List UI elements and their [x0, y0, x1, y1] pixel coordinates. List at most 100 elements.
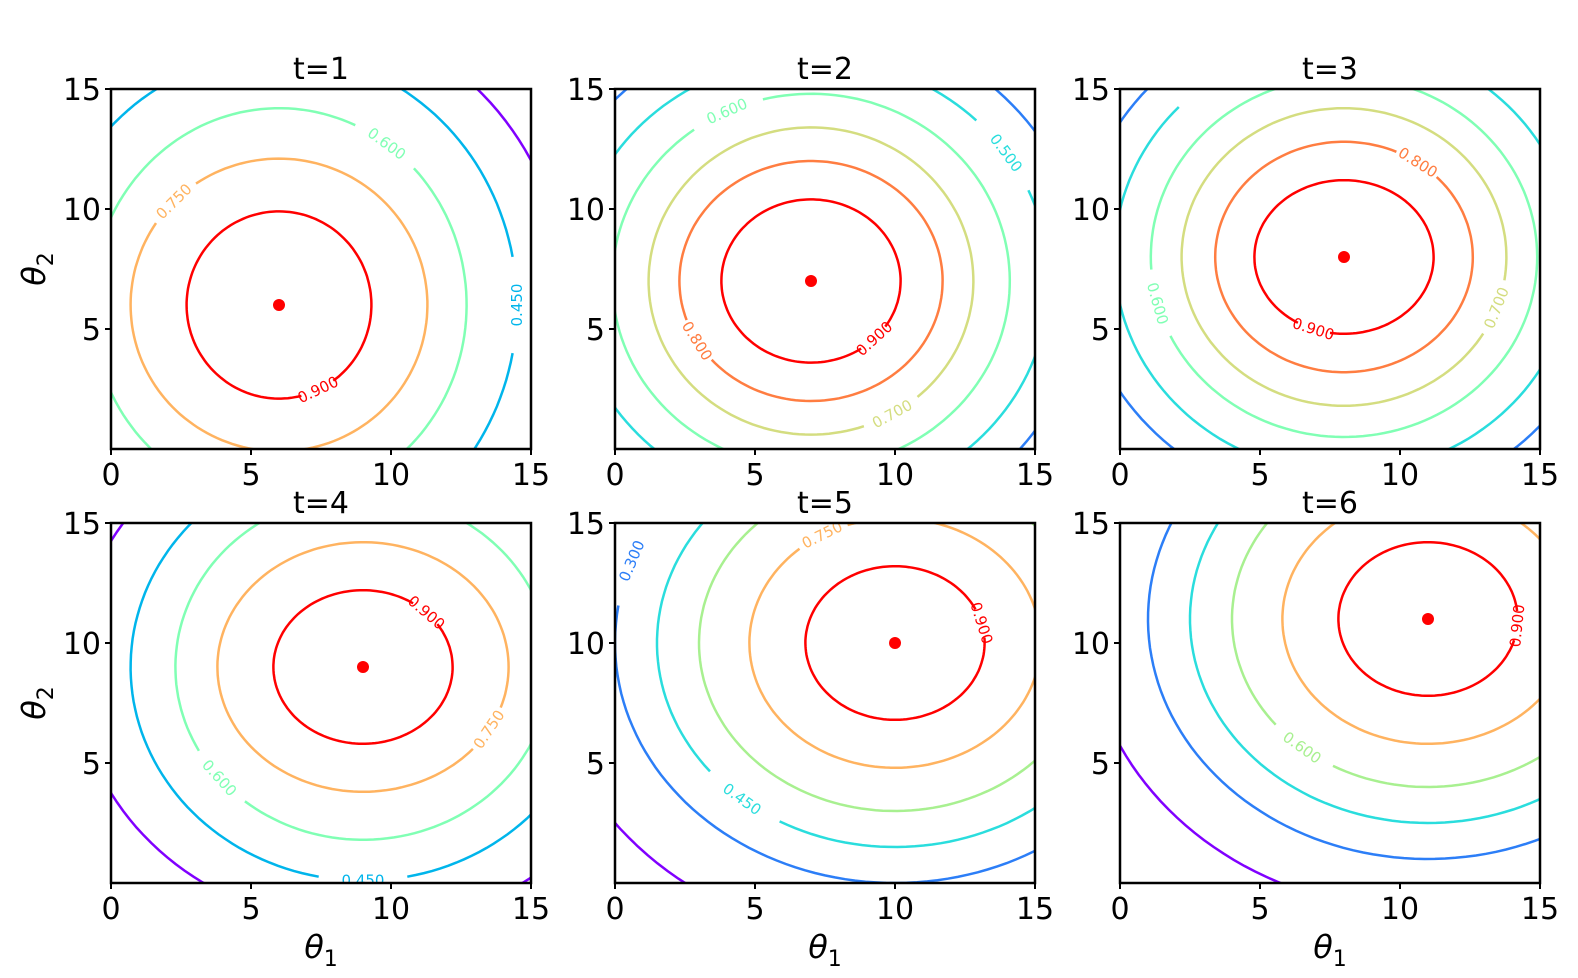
- x-tick-label: 10: [876, 458, 914, 493]
- y-tick-label: 10: [63, 193, 101, 228]
- subplot-title: t=2: [797, 52, 853, 87]
- subplot-title: t=3: [1302, 52, 1358, 87]
- x-tick-label: 5: [241, 892, 260, 927]
- y-tick-label: 5: [586, 313, 605, 348]
- x-axis-title: θ1: [808, 928, 842, 972]
- x-tick-label: 5: [745, 458, 764, 493]
- axes-frame: [109, 87, 533, 451]
- subplot-title: t=5: [797, 486, 853, 521]
- contour-line-0.9: [1337, 540, 1519, 698]
- x-tick-label: 0: [1110, 458, 1129, 493]
- peak-marker: [889, 637, 901, 649]
- peak-marker: [357, 661, 369, 673]
- peak-marker: [273, 299, 285, 311]
- contour-label: 0.900: [852, 318, 896, 360]
- contour-label: 0.900: [404, 592, 448, 634]
- contour-line-0.9: [272, 588, 454, 746]
- contour-line-0.3: [615, 605, 1035, 883]
- y-tick-label: 15: [1072, 73, 1110, 108]
- contour-line-0.6: [174, 523, 531, 842]
- contour-line-0.15: [1120, 743, 1284, 883]
- contour-line-0.6: [1149, 89, 1539, 439]
- contour-label: 0.800: [1395, 144, 1441, 182]
- x-tick-label: 10: [372, 458, 410, 493]
- contour-line-0.75: [216, 540, 510, 794]
- subplot-title: t=6: [1302, 486, 1358, 521]
- contour-line-0.3: [1146, 523, 1540, 861]
- subplot-title: t=4: [293, 486, 349, 521]
- y-tick-label: 5: [82, 747, 101, 782]
- y-tick-label: 15: [63, 73, 101, 108]
- contour-label: 0.900: [1506, 603, 1528, 648]
- contour-label: 0.800: [678, 318, 716, 364]
- contour-label: 0.750: [470, 707, 509, 753]
- x-tick-label: 0: [605, 458, 624, 493]
- contour-line-0.7: [647, 126, 975, 436]
- x-tick-label: 5: [1250, 892, 1269, 927]
- axes-frame: [109, 521, 533, 885]
- contour-line-0.8: [678, 159, 944, 403]
- subplot-6: 0.9000.7500.6000.4500.3000.1500510155101…: [1072, 486, 1559, 972]
- contour-label: 0.700: [869, 396, 915, 432]
- x-tick-label: 15: [1016, 458, 1054, 493]
- y-tick-label: 10: [1072, 193, 1110, 228]
- x-tick-label: 0: [1110, 892, 1129, 927]
- y-axis-title: θ2: [15, 252, 59, 286]
- contour-label: 0.750: [152, 180, 195, 223]
- x-tick-label: 0: [101, 458, 120, 493]
- axes-frame: [1118, 521, 1542, 885]
- x-tick-label: 10: [876, 892, 914, 927]
- x-tick-label: 15: [512, 458, 550, 493]
- contour-label: 0.600: [1143, 280, 1172, 326]
- contour-line-0.75: [129, 157, 429, 449]
- x-tick-label: 15: [512, 892, 550, 927]
- contour-label: 0.900: [1290, 314, 1336, 344]
- contour-label: 0.600: [1279, 728, 1324, 768]
- peak-marker: [1338, 251, 1350, 263]
- contour-label: 0.500: [986, 130, 1026, 175]
- y-tick-label: 5: [82, 313, 101, 348]
- contour-line-0.6: [111, 106, 468, 449]
- y-tick-label: 5: [1091, 747, 1110, 782]
- axes-frame: [613, 521, 1037, 885]
- x-tick-label: 5: [745, 892, 764, 927]
- y-tick-label: 15: [567, 73, 605, 108]
- contour-label: 0.900: [295, 372, 342, 407]
- contour-line-0.6: [615, 92, 1012, 449]
- contour-line-0.8: [1213, 140, 1475, 374]
- y-tick-label: 5: [1091, 313, 1110, 348]
- y-tick-label: 10: [1072, 627, 1110, 662]
- contour-label: 0.450: [719, 779, 764, 819]
- y-tick-label: 15: [567, 507, 605, 542]
- y-tick-label: 15: [63, 507, 101, 542]
- y-tick-label: 5: [586, 747, 605, 782]
- y-axis-title: θ2: [15, 686, 59, 720]
- contour-line-0.6: [1230, 523, 1540, 789]
- x-tick-label: 15: [1016, 892, 1054, 927]
- contour-line-0.6: [697, 523, 1035, 813]
- x-tick-label: 10: [1381, 892, 1419, 927]
- contour-label: 0.600: [198, 756, 240, 800]
- contour-line-0.9: [1253, 178, 1435, 336]
- contour-line-0.45: [655, 523, 1035, 849]
- subplot-title: t=1: [293, 52, 349, 87]
- contour-line-0.45: [1188, 523, 1540, 825]
- x-tick-label: 10: [372, 892, 410, 927]
- x-axis-title: θ1: [1313, 928, 1347, 972]
- y-tick-label: 10: [567, 193, 605, 228]
- contour-line-0.9: [185, 210, 373, 400]
- x-tick-label: 5: [1250, 458, 1269, 493]
- x-tick-label: 0: [605, 892, 624, 927]
- contour-label: 0.300: [615, 538, 648, 585]
- contour-line-0.9: [720, 198, 902, 364]
- x-tick-label: 0: [101, 892, 120, 927]
- contour-line-0.5: [1120, 89, 1540, 449]
- contour-line-0.45: [129, 523, 531, 878]
- contour-line-0.9: [804, 564, 986, 722]
- y-tick-label: 15: [1072, 507, 1110, 542]
- contour-label: 0.700: [1480, 285, 1513, 332]
- axes-frame: [613, 87, 1037, 451]
- contour-line-0.7: [1180, 106, 1508, 408]
